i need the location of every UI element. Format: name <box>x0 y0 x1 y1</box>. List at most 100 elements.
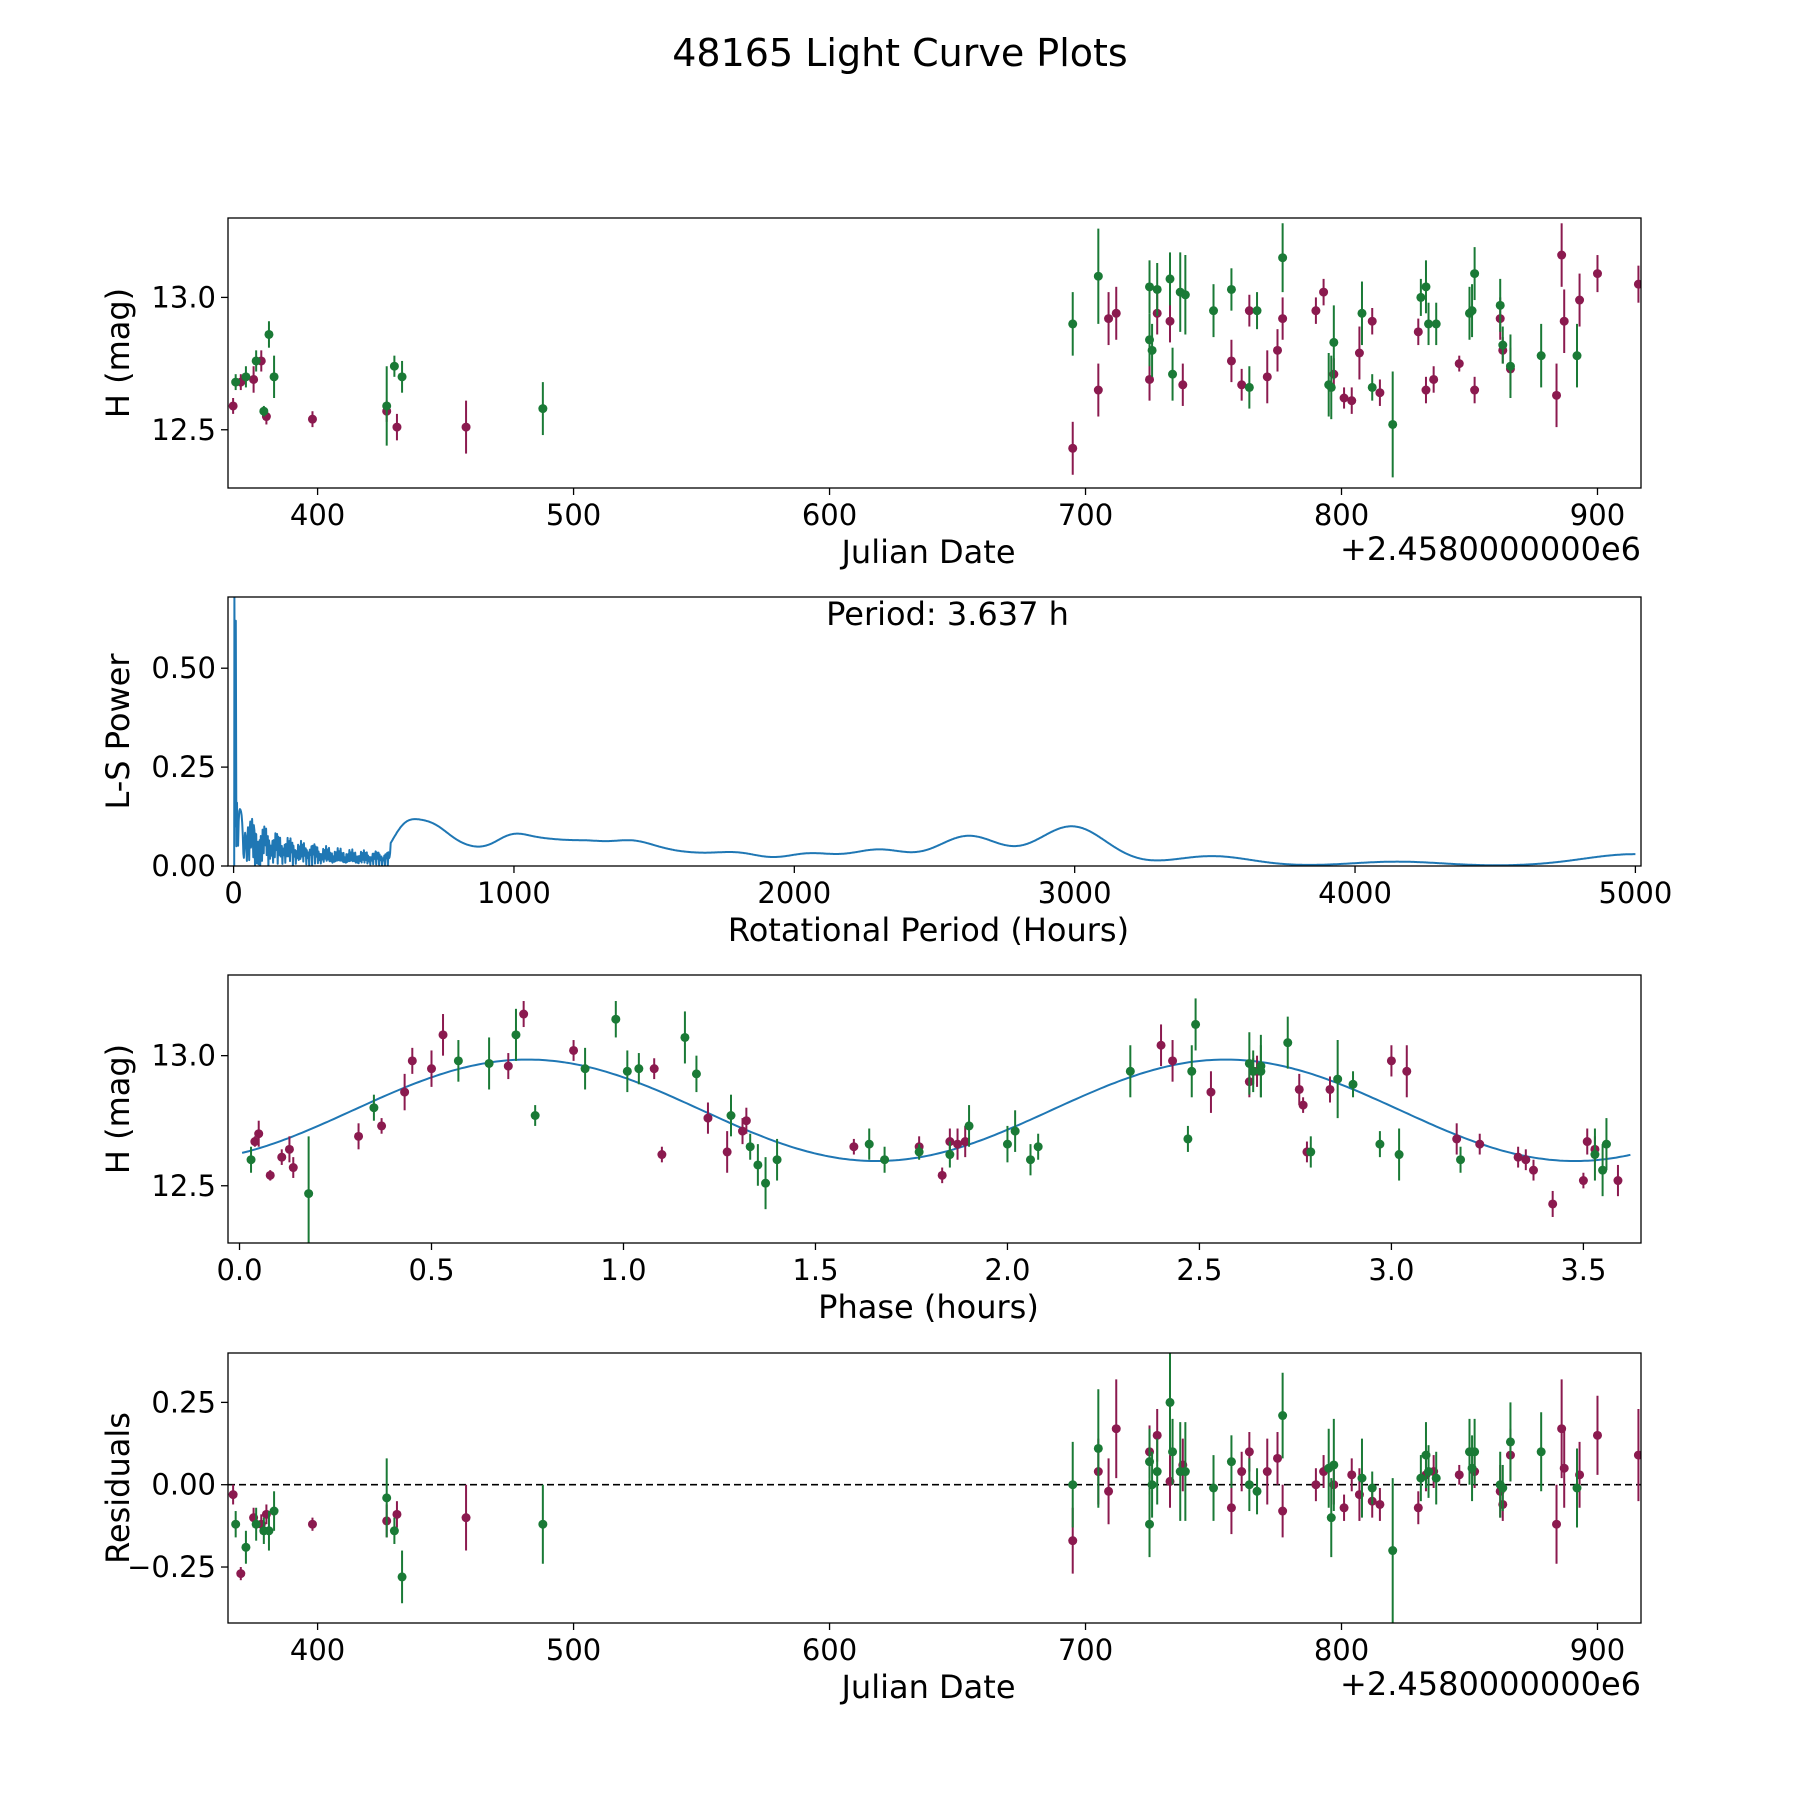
red-data-point <box>1559 316 1569 326</box>
residuals-frame <box>227 1352 1642 1624</box>
red-data-point <box>649 1064 659 1074</box>
green-data-point <box>1145 1519 1155 1529</box>
green-data-point <box>1033 1142 1043 1152</box>
red-data-point <box>1339 393 1349 403</box>
green-data-point <box>1598 1165 1608 1175</box>
red-data-point <box>400 1087 410 1097</box>
red-data-point <box>741 1116 751 1126</box>
green-data-point <box>1165 274 1175 284</box>
red-data-point <box>354 1131 364 1141</box>
green-data-point <box>264 1526 274 1536</box>
red-data-point <box>1111 308 1121 318</box>
x-tick-label: 700 <box>1058 498 1113 532</box>
green-data-point <box>231 377 241 387</box>
green-data-point <box>1002 1139 1012 1149</box>
red-data-point <box>960 1137 970 1147</box>
green-data-point <box>1498 1483 1508 1493</box>
red-data-point <box>438 1030 448 1040</box>
x-tick-label: 3000 <box>1038 876 1112 910</box>
green-data-point <box>1093 271 1103 281</box>
green-data-point <box>1424 1467 1434 1477</box>
red-data-point <box>657 1150 667 1160</box>
light-curve-xlabel: Julian Date <box>839 533 1015 571</box>
green-data-point <box>1394 1150 1404 1160</box>
red-data-point <box>228 1490 238 1500</box>
red-data-point <box>503 1061 513 1071</box>
red-data-point <box>1633 1450 1641 1460</box>
green-data-point <box>1388 1546 1398 1556</box>
green-data-point <box>1191 1019 1201 1029</box>
residuals-ylabel: Residuals <box>99 1412 137 1564</box>
green-data-point <box>1244 1058 1254 1068</box>
y-tick-label: 0.25 <box>151 1385 216 1419</box>
red-data-point <box>1278 1506 1288 1516</box>
red-data-point <box>1613 1176 1623 1186</box>
x-tick-label: 600 <box>802 498 857 532</box>
green-data-point <box>761 1178 771 1188</box>
x-tick-label: 700 <box>1058 1633 1113 1667</box>
green-data-point <box>1357 1473 1367 1483</box>
green-data-point <box>1333 1074 1343 1084</box>
green-data-point <box>1348 1079 1358 1089</box>
phased-curve-ticks: 0.0 0.5 1.0 1.5 2.0 2.5 3.0 3.5 12.5 13.0 <box>151 1039 1606 1287</box>
green-data-point <box>251 356 261 366</box>
x-tick-label: 800 <box>1314 1633 1369 1667</box>
green-data-point <box>1147 345 1157 355</box>
green-data-point <box>241 372 251 382</box>
x-tick-label: 3.5 <box>1560 1253 1606 1287</box>
red-data-point <box>461 1513 471 1523</box>
green-data-point <box>397 1572 407 1582</box>
green-data-point <box>1590 1150 1600 1160</box>
green-data-point <box>397 372 407 382</box>
red-data-point <box>1452 1134 1462 1144</box>
periodogram-xlabel: Rotational Period (Hours) <box>728 911 1129 949</box>
green-data-point <box>1180 290 1190 300</box>
green-data-point <box>1283 1038 1293 1048</box>
red-data-point <box>1262 1467 1272 1477</box>
green-data-point <box>1505 361 1515 371</box>
y-tick-label: 12.5 <box>151 413 216 447</box>
green-data-point <box>1226 1457 1236 1467</box>
x-tick-label: 600 <box>802 1633 857 1667</box>
red-data-point <box>953 1139 963 1149</box>
x-tick-label: 2000 <box>757 876 831 910</box>
green-data-point <box>1256 1066 1266 1076</box>
light-curve-offset-text: +2.4580000000e6 <box>1340 530 1641 568</box>
green-data-point <box>611 1014 621 1024</box>
red-data-point <box>461 422 471 432</box>
green-data-point <box>1025 1155 1035 1165</box>
red-data-point <box>1454 1470 1464 1480</box>
red-data-point <box>1311 1480 1321 1490</box>
period-annotation: Period: 3.637 h <box>826 595 1069 633</box>
red-data-point <box>1165 316 1175 326</box>
red-data-point <box>427 1064 437 1074</box>
red-data-point <box>1421 385 1431 395</box>
green-data-point <box>1367 382 1377 392</box>
x-tick-label: 5000 <box>1598 876 1672 910</box>
green-data-point <box>1180 1467 1190 1477</box>
red-data-point <box>1592 269 1602 279</box>
phased-curve-marks <box>241 998 1631 1243</box>
y-tick-label: 0.50 <box>151 651 216 685</box>
residuals-offset-text: +2.4580000000e6 <box>1340 1665 1641 1703</box>
red-data-point <box>1557 250 1567 260</box>
x-tick-label: 3.0 <box>1368 1253 1414 1287</box>
green-data-point <box>530 1111 540 1121</box>
green-data-point <box>1495 300 1505 310</box>
x-tick-label: 400 <box>290 1633 345 1667</box>
red-data-point <box>1111 1424 1121 1434</box>
x-tick-label: 800 <box>1314 498 1369 532</box>
green-data-point <box>1244 382 1254 392</box>
green-data-point <box>1068 319 1078 329</box>
green-data-point <box>745 1142 755 1152</box>
green-data-point <box>880 1155 890 1165</box>
red-data-point <box>307 414 317 424</box>
green-data-point <box>680 1032 690 1042</box>
red-data-point <box>1354 348 1364 358</box>
red-data-point <box>1325 1084 1335 1094</box>
red-data-point <box>265 1170 275 1180</box>
green-data-point <box>580 1064 590 1074</box>
green-data-point <box>726 1111 736 1121</box>
red-data-point <box>519 1009 529 1019</box>
red-data-point <box>1513 1152 1523 1162</box>
